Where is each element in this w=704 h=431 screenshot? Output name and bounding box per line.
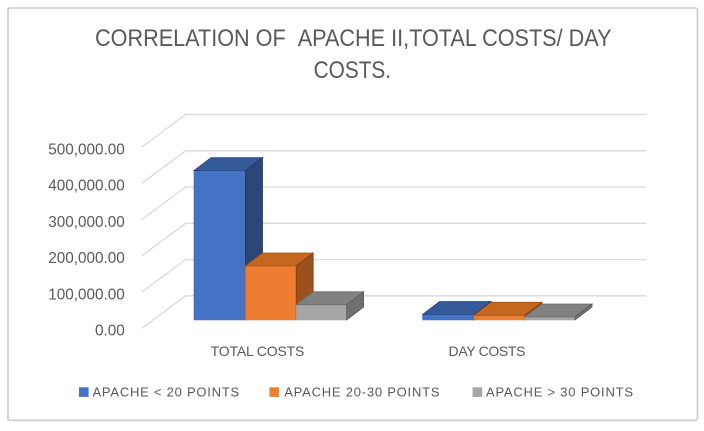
svg-text:500,000.00: 500,000.00 — [48, 141, 125, 158]
svg-text:400,000.00: 400,000.00 — [48, 178, 125, 195]
svg-text:0.00: 0.00 — [95, 323, 125, 340]
svg-text:TOTAL COSTS: TOTAL COSTS — [211, 343, 305, 359]
svg-text:APACHE > 30 POINTS: APACHE > 30 POINTS — [486, 385, 633, 400]
svg-text:APACHE 20-30 POINTS: APACHE 20-30 POINTS — [284, 385, 440, 400]
svg-text:COSTS.: COSTS. — [314, 57, 392, 84]
svg-text:CORRELATION OF APACHE II,TOTA: CORRELATION OF APACHE II,TOTAL COSTS/ DA… — [95, 25, 612, 52]
svg-text:DAY COSTS: DAY COSTS — [449, 343, 526, 359]
svg-text:APACHE < 20 POINTS: APACHE < 20 POINTS — [93, 385, 240, 400]
svg-text:100,000.00: 100,000.00 — [48, 286, 125, 303]
svg-text:200,000.00: 200,000.00 — [48, 250, 125, 267]
svg-text:300,000.00: 300,000.00 — [48, 214, 125, 231]
